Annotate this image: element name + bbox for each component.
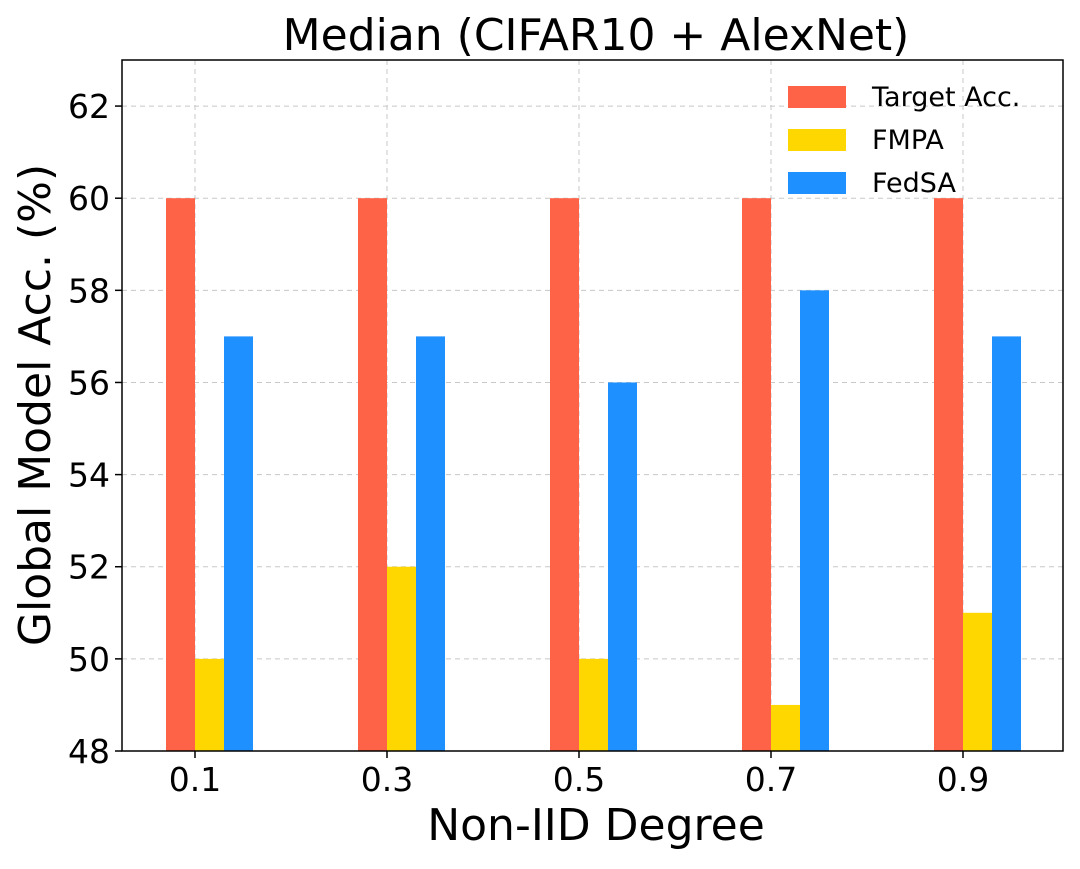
bars: [166, 198, 1021, 751]
bar-fmpa: [579, 658, 608, 751]
y-tick-label: 52: [68, 548, 110, 587]
legend-label: FMPA: [872, 125, 944, 156]
bar-target-acc: [742, 198, 771, 751]
x-tick-label: 0.9: [937, 760, 989, 799]
bar-fmpa: [387, 566, 416, 751]
bar-fmpa: [771, 704, 800, 751]
bar-fedsa: [416, 336, 445, 751]
x-tick-label: 0.7: [745, 760, 797, 799]
y-tick-label: 54: [68, 456, 110, 495]
y-axis-label: Global Model Acc. (%): [10, 164, 61, 646]
x-tick-label: 0.1: [169, 760, 221, 799]
axis-ticks: 48 50 52 54 56 58 60 62 0.1 0.3 0.5 0.7 0.9: [68, 87, 989, 799]
bar-target-acc: [934, 198, 963, 751]
gridlines: [122, 60, 1063, 752]
bar-fmpa: [195, 658, 224, 751]
legend-swatch: [788, 86, 846, 108]
bar-fmpa: [963, 612, 992, 751]
bar-fedsa: [992, 336, 1021, 751]
legend-swatch: [788, 129, 846, 151]
legend: Target Acc. FMPA FedSA: [788, 82, 1020, 199]
plot-frame: [121, 59, 1064, 752]
legend-label: Target Acc.: [871, 82, 1020, 113]
y-tick-label: 58: [68, 271, 110, 310]
y-tick-label: 56: [68, 363, 110, 402]
bar-fedsa: [224, 336, 253, 751]
y-tick-label: 50: [68, 640, 110, 679]
y-tick-label: 48: [68, 732, 110, 771]
x-axis-label: Non-IID Degree: [427, 800, 765, 851]
bar-fedsa: [800, 290, 829, 751]
y-tick-label: 60: [68, 179, 110, 218]
x-tick-label: 0.5: [553, 760, 605, 799]
x-tick-label: 0.3: [361, 760, 413, 799]
legend-label: FedSA: [872, 168, 956, 199]
chart-title: Median (CIFAR10 + AlexNet): [283, 10, 910, 61]
bar-target-acc: [166, 198, 195, 751]
bar-target-acc: [358, 198, 387, 751]
bar-target-acc: [550, 198, 579, 751]
legend-swatch: [788, 172, 846, 194]
bar-fedsa: [608, 382, 637, 751]
y-tick-label: 62: [68, 87, 110, 126]
